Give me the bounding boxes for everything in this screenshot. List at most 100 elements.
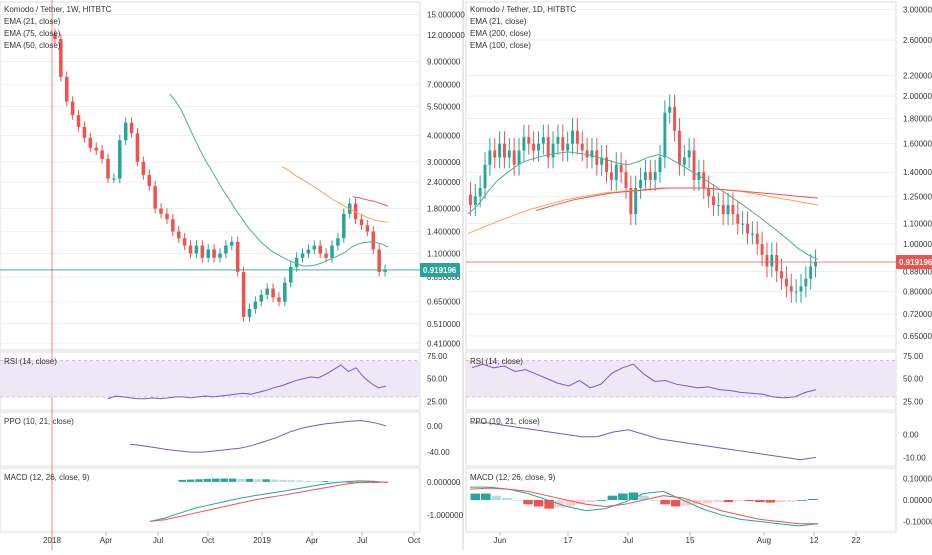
daily-rsi-title: RSI (14, close) xyxy=(470,357,523,366)
daily-macd-histogram-bar xyxy=(618,493,628,500)
daily-ema-21-line xyxy=(467,151,819,260)
daily-y-tick-label: 1.400000 xyxy=(903,168,932,177)
daily-macd-histogram-bar xyxy=(681,500,691,506)
daily-rsi-y-tick-label: 50.00 xyxy=(903,375,924,384)
daily-candle xyxy=(609,172,613,180)
weekly-y-tick-label: 4.000000 xyxy=(427,132,461,141)
weekly-candle xyxy=(76,115,81,127)
weekly-candle xyxy=(353,203,358,220)
daily-macd-histogram-bar xyxy=(586,500,597,503)
daily-macd-title: MACD (12, 26, close, 9) xyxy=(470,473,556,482)
weekly-candle xyxy=(176,231,181,239)
daily-y-tick-label: 1.600000 xyxy=(903,140,932,149)
daily-macd-histogram-bar xyxy=(470,493,481,500)
daily-candle xyxy=(619,164,623,173)
weekly-candle xyxy=(359,219,364,226)
weekly-x-tick-label: Jul xyxy=(153,536,163,545)
daily-candle xyxy=(780,271,783,279)
daily-candle xyxy=(537,143,540,151)
daily-candle xyxy=(794,291,798,293)
daily-candle xyxy=(532,143,536,151)
daily-ppo-y-tick-label: 0.00 xyxy=(903,430,919,439)
daily-title: Komodo / Tether, 1D, HITBTC xyxy=(470,5,576,14)
weekly-macd-histogram-bar xyxy=(262,479,270,482)
weekly-ema-50-line xyxy=(352,196,389,207)
weekly-indicator-label: EMA (75, close) xyxy=(4,29,61,38)
daily-macd-histogram-bar xyxy=(670,500,681,507)
daily-candle xyxy=(503,143,506,158)
daily-x-tick-label: 12 xyxy=(810,536,819,545)
weekly-candle xyxy=(371,231,376,250)
weekly-candle xyxy=(300,253,305,258)
weekly-candle xyxy=(288,266,293,283)
weekly-y-tick-label: 9.000000 xyxy=(427,57,461,66)
daily-macd-histogram-bar xyxy=(797,500,807,501)
daily-candle xyxy=(483,164,487,188)
daily-candle xyxy=(765,254,769,267)
weekly-macd-histogram-bar xyxy=(279,479,287,482)
daily-candle xyxy=(527,137,531,144)
daily-macd-macd-line xyxy=(470,486,819,527)
weekly-ema-75-line xyxy=(281,166,389,223)
weekly-macd-histogram-bar xyxy=(245,478,254,482)
weekly-macd-histogram-bar xyxy=(304,480,312,482)
daily-candle xyxy=(682,157,686,165)
weekly-macd-histogram-bar xyxy=(178,479,186,482)
daily-candle xyxy=(726,205,730,215)
text-layer: 15.000000 12.000000 9.000000 7.000000 5.5000… xyxy=(4,5,932,545)
daily-panel-frame xyxy=(465,1,897,351)
weekly-x-tick-label: Jul xyxy=(357,536,367,545)
daily-macd-histogram-bar xyxy=(481,493,491,500)
weekly-candle xyxy=(171,219,175,232)
weekly-candle xyxy=(294,257,299,267)
weekly-candle xyxy=(165,213,169,220)
weekly-macd-histogram-bar xyxy=(287,480,296,482)
daily-candle xyxy=(546,137,550,158)
daily-candle xyxy=(551,143,555,158)
daily-candle xyxy=(643,172,647,180)
daily-candle xyxy=(488,150,492,165)
daily-candle xyxy=(600,157,604,165)
weekly-candle xyxy=(212,249,216,258)
weekly-candle xyxy=(182,238,187,246)
daily-indicator-label: EMA (100, close) xyxy=(470,41,531,50)
weekly-candle xyxy=(365,225,370,232)
weekly-macd-histogram-bar xyxy=(254,479,262,482)
daily-x-tick-label: 17 xyxy=(564,536,573,545)
daily-ppo-title: PPO (10, 21, close) xyxy=(470,417,540,426)
weekly-candle xyxy=(112,178,116,180)
daily-candle xyxy=(687,150,691,158)
weekly-rsi-y-tick-label: 50.00 xyxy=(427,375,448,384)
weekly-x-tick-label: 2018 xyxy=(43,536,61,545)
daily-x-tick-label: Aug xyxy=(757,536,771,545)
weekly-candle xyxy=(159,208,163,214)
weekly-macd-histogram-bar xyxy=(220,478,228,482)
daily-candle xyxy=(634,187,638,215)
weekly-x-tick-label: 2019 xyxy=(253,536,271,545)
weekly-ppo-y-tick-label: 0.00 xyxy=(427,422,443,431)
weekly-macd-histogram-bar xyxy=(312,481,321,483)
weekly-last-price-badge xyxy=(420,262,460,277)
weekly-macd-macd-line xyxy=(149,480,389,522)
daily-macd-histogram-bar xyxy=(502,497,512,500)
daily-candle xyxy=(668,107,672,113)
weekly-candle xyxy=(59,38,63,77)
daily-candle xyxy=(702,172,706,188)
weekly-x-tick-label: Oct xyxy=(408,536,421,545)
daily-last-price-badge xyxy=(896,254,932,269)
daily-rsi-line xyxy=(471,363,817,399)
weekly-candle xyxy=(188,245,193,254)
weekly-macd-y-tick-label: 0.000000 xyxy=(427,478,461,487)
weekly-y-tick-label: 0.850000 xyxy=(427,273,461,282)
weekly-candle xyxy=(106,158,110,179)
weekly-rsi-line xyxy=(107,364,387,400)
daily-macd-signal-line xyxy=(469,487,818,525)
weekly-candle xyxy=(123,122,128,141)
daily-candle xyxy=(775,254,779,272)
daily-candle xyxy=(541,137,545,144)
weekly-candle xyxy=(64,76,69,102)
daily-candle xyxy=(658,157,662,173)
weekly-macd-histogram-bar xyxy=(228,478,237,482)
